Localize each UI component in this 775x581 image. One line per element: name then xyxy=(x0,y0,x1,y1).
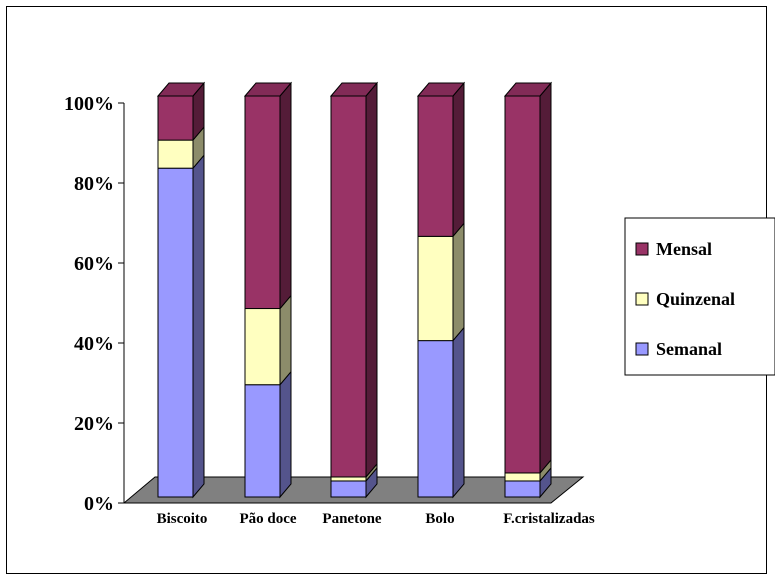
bar-top-4 xyxy=(503,82,553,97)
x-category-label: Bolo xyxy=(425,511,454,527)
bar-side-quinzenal-3 xyxy=(452,221,465,342)
bar-side-mensal-4 xyxy=(539,81,552,475)
legend-swatch-mensal xyxy=(635,242,649,256)
legend: Mensal Quinzenal Semanal xyxy=(624,217,775,376)
x-category-label: F.cristalizadas xyxy=(503,511,595,527)
bar-mensal-0 xyxy=(157,95,194,141)
bar-semanal-1 xyxy=(244,384,281,498)
bars-group xyxy=(156,81,553,499)
bar-quinzenal-4 xyxy=(504,472,541,482)
legend-label-mensal: Mensal xyxy=(656,239,712,259)
y-tick-label: 80% xyxy=(74,173,114,195)
legend-box xyxy=(624,217,775,376)
legend-label-semanal: Semanal xyxy=(656,339,722,359)
legend-label-quinzenal: Quinzenal xyxy=(656,289,735,309)
bar-mensal-3 xyxy=(417,95,454,237)
bar-semanal-0 xyxy=(157,167,194,498)
y-tick-label: 20% xyxy=(74,413,114,435)
y-tick-label: 40% xyxy=(74,333,114,355)
y-tick-label: 60% xyxy=(74,253,114,275)
bar-quinzenal-3 xyxy=(417,235,454,342)
y-tick-label: 0% xyxy=(84,493,114,515)
bar-side-mensal-1 xyxy=(279,81,292,310)
bar-mensal-4 xyxy=(504,95,541,474)
x-category-label: Pão doce xyxy=(239,511,296,527)
bar-top-3 xyxy=(416,82,466,97)
y-tick-label: 100% xyxy=(64,93,114,115)
bar-side-mensal-3 xyxy=(452,81,465,238)
x-category-label: Panetone xyxy=(322,511,382,527)
bar-semanal-2 xyxy=(330,480,367,498)
bar-quinzenal-0 xyxy=(157,139,194,169)
bar-semanal-4 xyxy=(504,480,541,498)
bar-mensal-1 xyxy=(244,95,281,310)
bar-quinzenal-1 xyxy=(244,308,281,386)
bar-mensal-2 xyxy=(330,95,367,478)
bar-top-2 xyxy=(329,82,379,97)
bar-side-semanal-1 xyxy=(279,370,292,499)
bar-top-1 xyxy=(243,82,293,97)
bar-side-quinzenal-1 xyxy=(279,294,292,387)
y-axis-ticks: 0% 20% 40% 60% 80% 100% xyxy=(64,93,124,515)
bar-side-mensal-2 xyxy=(365,81,378,479)
bar-semanal-3 xyxy=(417,340,454,498)
bar-top-0 xyxy=(156,82,206,97)
legend-swatch-quinzenal xyxy=(635,292,649,306)
bar-quinzenal-2 xyxy=(330,476,367,482)
bar-side-semanal-3 xyxy=(452,326,465,499)
category-labels: Biscoito Pão doce Panetone Bolo F.cristaliza… xyxy=(157,511,595,527)
legend-swatch-semanal xyxy=(635,342,649,356)
x-category-label: Biscoito xyxy=(157,511,208,527)
bar-side-semanal-0 xyxy=(192,153,205,499)
